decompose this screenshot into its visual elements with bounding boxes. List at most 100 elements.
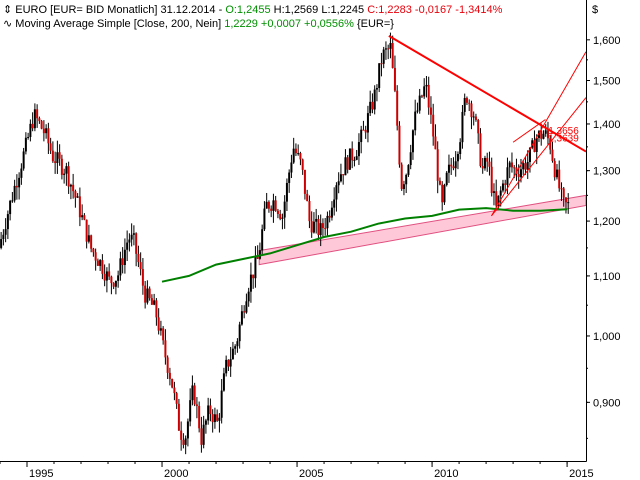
channel-band [258,194,587,266]
candle-body [96,260,99,266]
candle-body [6,214,9,230]
x-tick-label: 1995 [29,468,53,480]
x-tick-label: 2010 [434,468,458,480]
candle-body [234,346,237,349]
candle-body [238,324,241,342]
candle-body [348,148,351,170]
candle-body [182,439,185,445]
candle-body [31,123,34,129]
candle-body [564,197,567,203]
candle-body [121,258,124,266]
candle-body [54,161,57,164]
candle-body [373,89,376,110]
candle-body [261,229,264,251]
candle-body [126,242,129,250]
candle-body [492,191,495,194]
candle-body [49,143,52,151]
candle-body [33,109,36,129]
candle-body [456,154,459,162]
candle-body [414,111,417,131]
candle-body [465,97,468,103]
candle-body [488,161,491,167]
candle-body [339,174,342,182]
candle-body [474,116,477,120]
candle-body [69,184,72,187]
candle-body [364,129,367,133]
candle-body [184,438,187,445]
candle-body [222,373,225,391]
indicator-icon[interactable]: ∿ [3,18,13,30]
candle-body [522,163,525,170]
legend-high-low: H:1,2569 L:1,2245 [273,4,365,16]
candle-body [436,149,439,181]
candle-body [81,215,84,218]
y-tick-label: 1,000 [593,331,621,343]
candle-body [344,157,347,176]
candle-body [144,285,147,303]
candle-body [60,158,63,175]
candle-body [117,275,120,281]
candle-body [72,184,75,192]
candle-body [229,359,232,367]
candle-body [236,341,239,347]
candle-body [391,43,394,68]
candle-body [256,256,259,259]
candle-body [326,215,329,229]
candle-body [387,48,390,50]
candle-body [506,167,509,185]
candle-body [243,311,246,313]
candle-body [398,125,401,165]
candle-body [542,133,545,139]
candle-body [524,163,527,170]
candle-body [384,48,387,50]
candle-body [173,387,176,394]
candle-body [13,185,16,201]
ma-value: 1,2229 +0,0007 +0,0556% [224,18,354,30]
candle-body [99,260,102,266]
candle-body [445,172,448,185]
candle-body [353,159,356,161]
candle-body [454,161,457,169]
candle-body [375,88,378,90]
candle-body [508,162,511,168]
candle-body [40,121,43,129]
price-annotation: 1,3639 [548,133,579,144]
candle-body [312,221,315,233]
channel-layer [258,194,587,266]
chart-type-icon[interactable]: ⇕ [3,4,13,16]
candle-body [2,234,5,240]
candle-body [58,152,61,159]
candle-body [112,283,115,287]
candle-body [240,311,243,325]
candle-body [499,190,502,196]
candle-body [513,167,516,169]
candle-body [164,340,167,358]
candle-body [434,136,437,150]
legend-close: C:1,2283 -0,0167 -1,3414% [367,4,503,16]
candle-body [382,49,385,64]
candle-body [441,184,444,203]
candle-body [67,166,70,187]
candle-body [427,84,430,108]
candle-body [270,208,273,211]
candle-body [279,214,282,219]
candle-body [274,200,277,211]
candle-body [87,235,90,242]
candle-body [450,164,453,167]
candle-body [283,201,286,218]
candle-body [15,185,18,188]
axes-layer: $1,600 1,500 1,400 1,300 1,200 1,100 1,000 0,90… [0,0,621,480]
candle-body [378,63,381,89]
candle-body [342,174,345,176]
candle-body [468,102,471,104]
candle-body [92,248,95,253]
candle-body [130,234,133,240]
candle-body [335,185,338,200]
candle-body [330,207,333,218]
candle-body [472,116,475,118]
candles-layer [0,32,570,455]
candle-body [357,142,360,157]
x-tick-label: 2005 [299,468,323,480]
candle-body [337,181,340,186]
